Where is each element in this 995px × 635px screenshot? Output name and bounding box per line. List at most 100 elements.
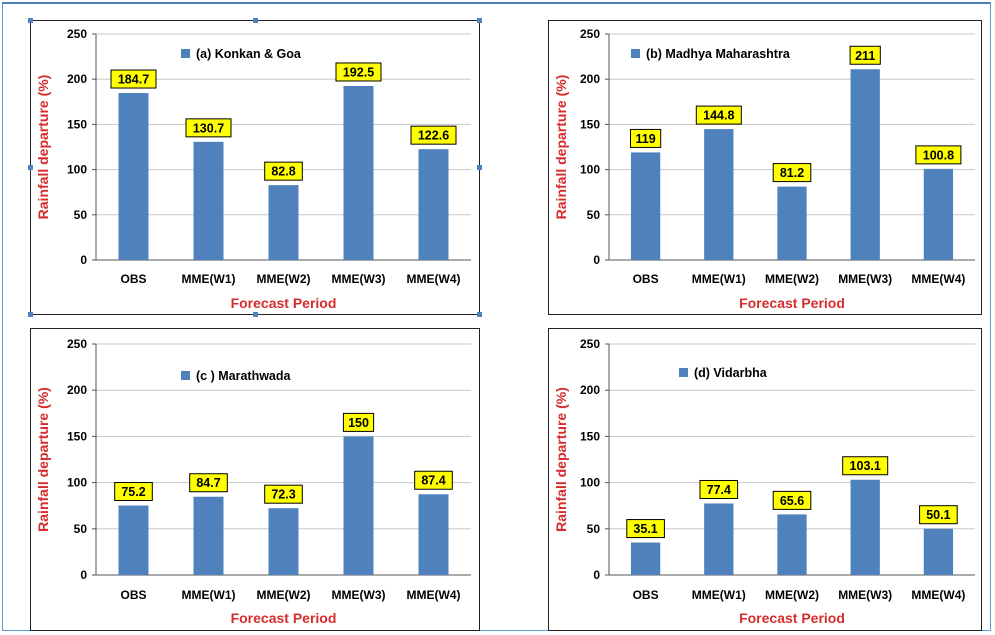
- legend-label: (a) Konkan & Goa: [196, 47, 302, 61]
- selection-handle-bottom-left[interactable]: [28, 312, 33, 317]
- legend-swatch: [181, 371, 190, 380]
- x-tick-label: OBS: [120, 272, 146, 286]
- data-label: 122.6: [418, 129, 449, 143]
- y-tick-label: 150: [580, 429, 600, 443]
- data-label-box: [264, 484, 303, 504]
- y-tick-label: 100: [580, 476, 600, 490]
- bar-obs: [118, 505, 149, 575]
- legend-swatch: [631, 49, 640, 58]
- x-tick-label: OBS: [120, 588, 146, 602]
- x-axis-label: Forecast Period: [739, 295, 845, 311]
- x-tick-label: MME(W1): [182, 588, 236, 602]
- chart-panel-madhya-maharashtra: 0 50 100 150 200 250 119 OBS 144.8 MME(W1) 81.2 MME…: [548, 20, 982, 315]
- data-label: 184.7: [118, 73, 149, 87]
- x-axis-label: Forecast Period: [231, 295, 337, 311]
- data-label-box: [699, 479, 739, 499]
- data-label-box: [772, 163, 812, 183]
- y-axis-label: Rainfall departure (%): [35, 75, 51, 220]
- data-label: 192.5: [343, 65, 374, 79]
- bar-mmew1: [193, 141, 224, 260]
- y-tick-label: 50: [74, 208, 88, 222]
- data-label-box: [335, 62, 382, 82]
- x-tick-label: MME(W3): [332, 588, 386, 602]
- x-tick-label: MME(W1): [692, 588, 746, 602]
- x-tick-label: MME(W4): [407, 272, 461, 286]
- chart-svg: 0 50 100 150 200 250 119 OBS 144.8 MME(W1) 81.2 MME…: [553, 27, 975, 311]
- selection-handle-top-right[interactable]: [477, 18, 482, 23]
- chart-panel-marathwada: 0 50 100 150 200 250 75.2 OBS 84.7 MME(W1) 72.3 MME…: [30, 328, 480, 631]
- data-label-box: [626, 519, 665, 539]
- y-axis-label: Rainfall departure (%): [35, 387, 51, 532]
- data-label: 87.4: [421, 474, 445, 488]
- x-tick-label: MME(W4): [911, 588, 965, 602]
- bar-mmew1: [704, 503, 734, 575]
- data-label: 130.7: [193, 121, 224, 135]
- x-tick-label: MME(W1): [692, 272, 746, 286]
- legend-swatch: [679, 368, 688, 377]
- selection-handle-bottom-right[interactable]: [477, 312, 482, 317]
- data-label: 100.8: [923, 148, 954, 162]
- data-label-box: [695, 105, 742, 125]
- x-tick-label: MME(W2): [257, 588, 311, 602]
- bar-mmew4: [418, 149, 449, 260]
- y-tick-label: 50: [74, 522, 88, 536]
- legend-label: (d) Vidarbha: [694, 366, 768, 380]
- y-tick-label: 200: [580, 383, 600, 397]
- selection-handle-top-mid[interactable]: [253, 18, 258, 23]
- y-tick-label: 150: [580, 117, 600, 131]
- y-tick-label: 250: [580, 337, 600, 351]
- x-tick-label: MME(W4): [407, 588, 461, 602]
- chart-panel-vidarbha: 0 50 100 150 200 250 35.1 OBS 77.4 MME(W1) 65.6 MME…: [548, 328, 982, 631]
- data-label-box: [915, 145, 962, 165]
- y-tick-label: 250: [580, 27, 600, 41]
- selection-handle-bottom-mid[interactable]: [253, 312, 258, 317]
- legend-label: (c ) Marathwada: [196, 369, 292, 383]
- y-axis-label: Rainfall departure (%): [553, 387, 569, 532]
- data-label-box: [849, 45, 881, 65]
- data-label: 77.4: [707, 483, 731, 497]
- chart-panel-konkan-goa[interactable]: 0 50 100 150 200 250 184.7 OBS 130.7 MME(W1) 82.8 M…: [30, 20, 480, 315]
- data-label: 119: [636, 132, 656, 146]
- x-tick-label: MME(W2): [765, 272, 819, 286]
- bar-mmew4: [923, 168, 954, 260]
- data-label: 75.2: [121, 485, 145, 499]
- data-label: 150: [348, 416, 369, 430]
- x-tick-label: MME(W2): [765, 588, 819, 602]
- y-tick-label: 150: [67, 429, 87, 443]
- y-tick-label: 100: [67, 476, 87, 490]
- bar-mmew1: [193, 496, 224, 575]
- bar-mmew3: [343, 436, 374, 575]
- x-tick-label: OBS: [633, 588, 659, 602]
- x-tick-label: OBS: [633, 272, 659, 286]
- bar-mmew4: [418, 494, 449, 575]
- selection-handle-mid-left[interactable]: [28, 165, 33, 170]
- data-label-box: [414, 470, 453, 490]
- data-label-box: [410, 125, 457, 145]
- bar-obs: [630, 152, 661, 260]
- selection-handle-mid-right[interactable]: [477, 165, 482, 170]
- y-tick-label: 250: [67, 27, 87, 41]
- bar-mmew2: [268, 508, 299, 575]
- y-axis-label: Rainfall departure (%): [553, 75, 569, 220]
- y-tick-label: 200: [67, 72, 87, 86]
- y-tick-label: 50: [587, 208, 601, 222]
- y-tick-label: 0: [80, 568, 87, 582]
- bar-mmew1: [704, 129, 734, 260]
- data-label-box: [114, 482, 153, 502]
- chart-svg: 0 50 100 150 200 250 184.7 OBS 130.7 MME(W1) 82.8 M…: [35, 27, 471, 311]
- bar-mmew3: [850, 69, 880, 260]
- bar-mmew2: [777, 186, 807, 260]
- data-label: 144.8: [703, 109, 734, 123]
- data-label-box: [264, 161, 303, 181]
- bar-mmew2: [268, 185, 299, 260]
- y-tick-label: 50: [587, 522, 601, 536]
- bar-mmew2: [777, 514, 807, 575]
- selection-handle-top-left[interactable]: [28, 18, 33, 23]
- data-label: 211: [855, 49, 875, 63]
- x-tick-label: MME(W3): [838, 588, 892, 602]
- legend-swatch: [181, 49, 190, 58]
- y-tick-label: 0: [80, 253, 87, 267]
- x-tick-label: MME(W4): [911, 272, 965, 286]
- y-tick-label: 200: [67, 383, 87, 397]
